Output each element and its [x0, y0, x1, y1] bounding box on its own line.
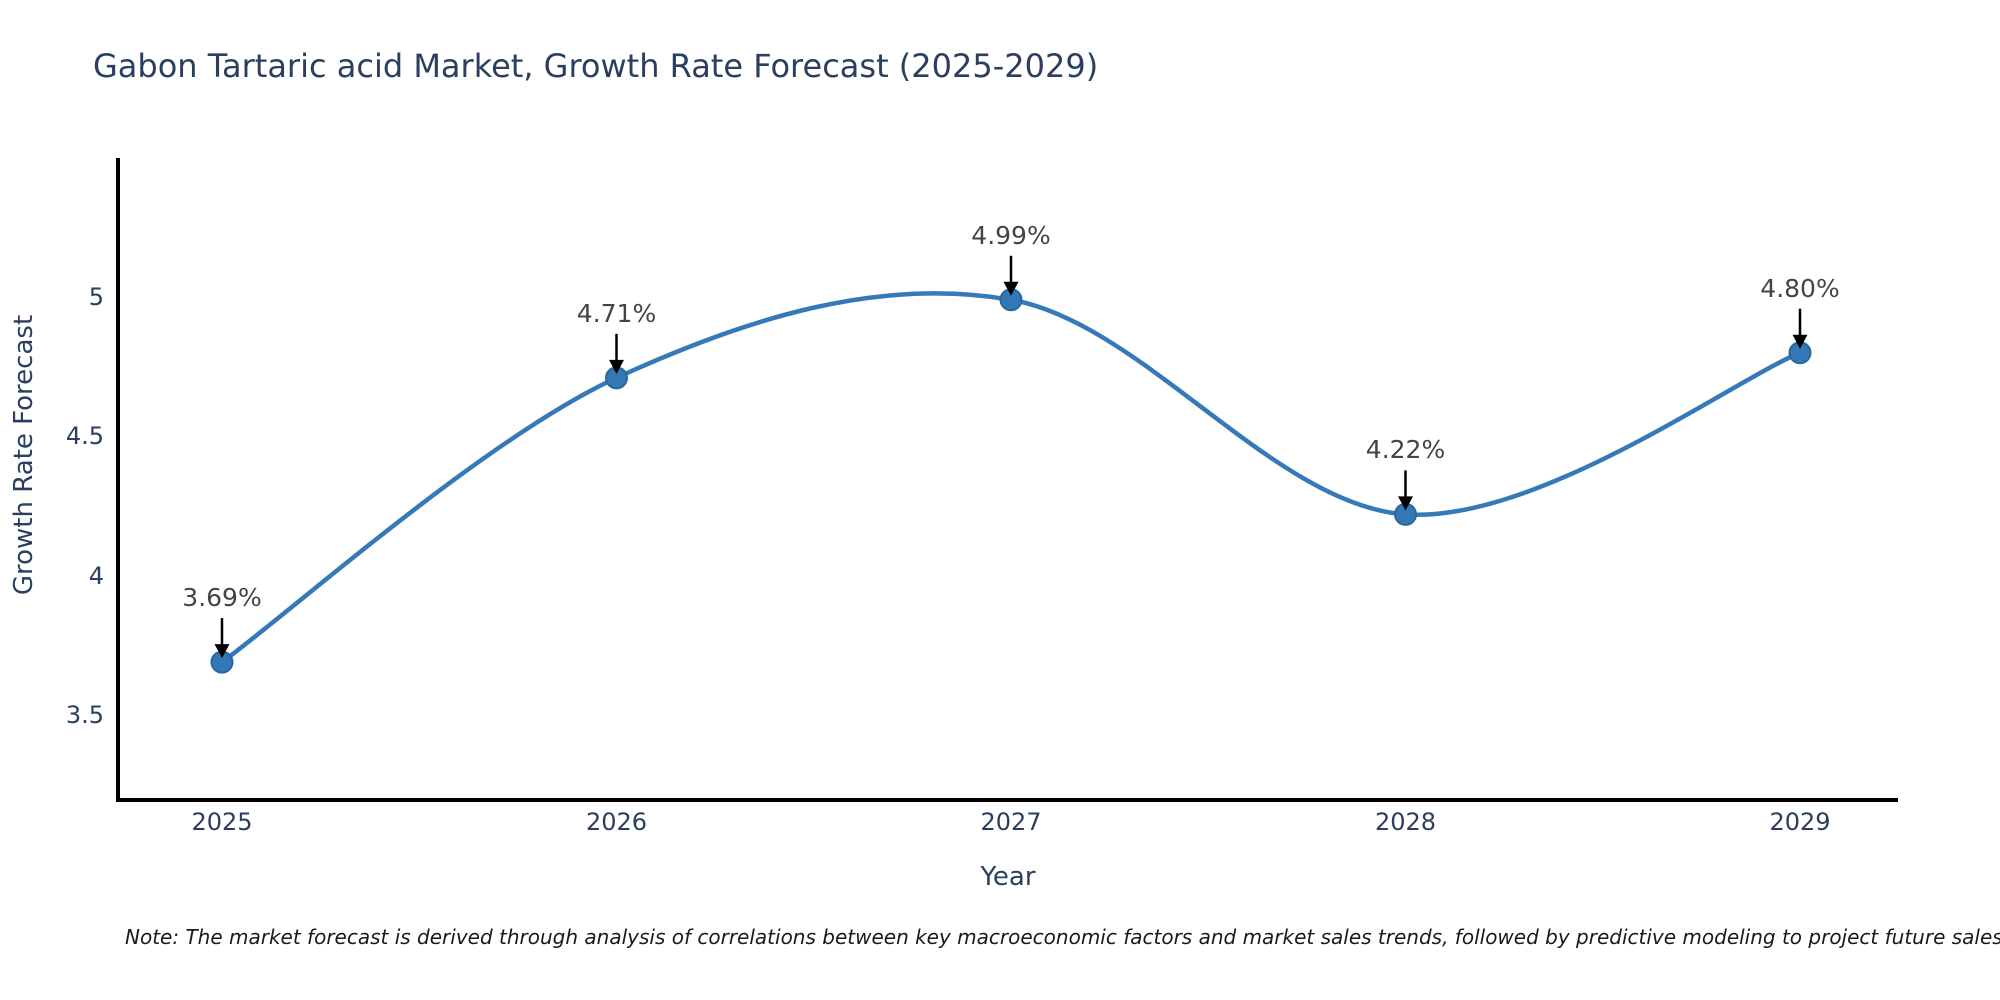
x-tick-label: 2026 — [585, 808, 648, 836]
axis-lines — [116, 158, 1898, 802]
annotation-arrow-head — [1398, 496, 1413, 511]
y-tick-label: 3.5 — [65, 701, 104, 730]
footnote: Note: The market forecast is derived thr… — [125, 925, 2000, 949]
point-value-label: 3.69% — [182, 583, 262, 613]
y-axis-title: Growth Rate Forecast — [9, 314, 39, 596]
point-value-label: 4.71% — [576, 298, 657, 328]
annotation-arrow-head — [214, 644, 230, 659]
x-tick-label: 2029 — [1769, 808, 1831, 836]
chart-title: Gabon Tartaric acid Market, Growth Rate … — [93, 47, 1099, 85]
point-value-label: 4.80% — [1760, 273, 1840, 303]
forecast-line — [219, 291, 1803, 665]
point-value-label: 4.99% — [971, 220, 1051, 250]
point-value-label: 4.22% — [1365, 435, 1446, 465]
y-tick-label: 5 — [88, 283, 104, 311]
x-tick-label: 2027 — [980, 808, 1042, 836]
y-tick-label: 4 — [88, 561, 104, 590]
annotation-arrow-head — [1003, 281, 1019, 296]
annotation-arrow-head — [1792, 334, 1808, 349]
x-tick-label: 2025 — [191, 808, 253, 836]
x-axis-title: Year — [980, 862, 1036, 892]
y-tick-label: 4.5 — [65, 422, 104, 451]
x-tick-label: 2028 — [1374, 808, 1437, 836]
annotation-arrow-head — [609, 359, 624, 374]
